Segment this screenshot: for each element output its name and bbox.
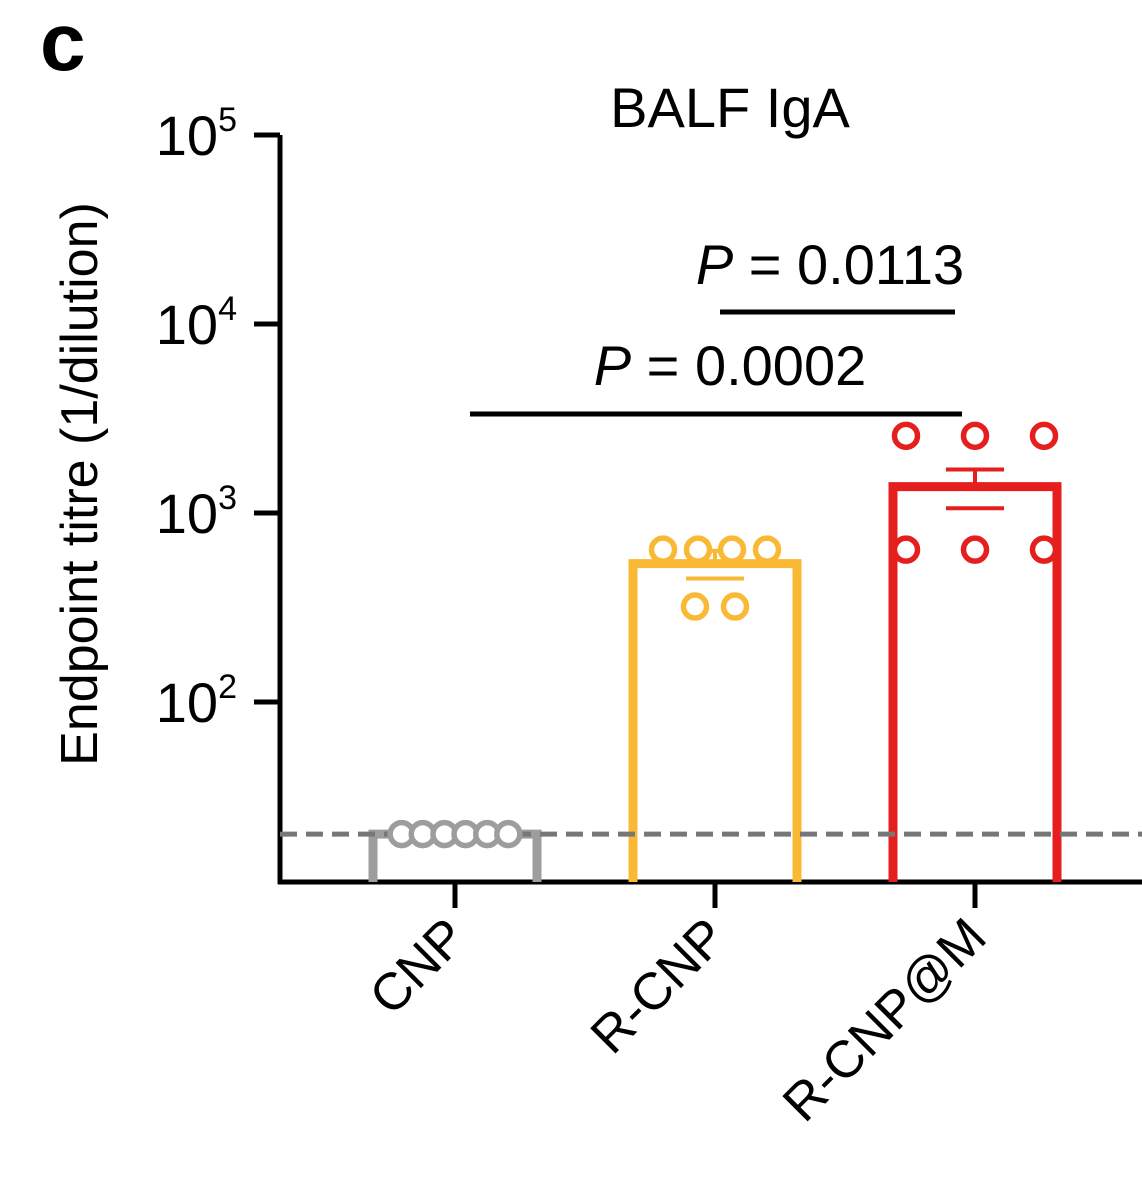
y-axis-label: Endpoint titre (1/dilution): [51, 202, 109, 766]
data-point: [960, 421, 990, 451]
bar-r-cnp-m: [888, 482, 1062, 882]
data-point: [648, 535, 678, 564]
plot-area: 102 103 104 105 CNP R-CNP R-CNP@M P = 0.0002 P =…: [156, 101, 1142, 1133]
data-point: [891, 421, 921, 451]
bar-r-cnp: [628, 559, 802, 882]
data-point: [1029, 535, 1059, 564]
y-tick-label: 104: [156, 290, 237, 356]
x-tick-label: R-CNP@M: [772, 907, 997, 1132]
data-point: [752, 535, 782, 564]
data-point: [891, 535, 921, 564]
x-tick-label: R-CNP: [580, 907, 737, 1064]
y-tick-label: 102: [156, 668, 237, 734]
x-tick-label: CNP: [359, 907, 478, 1026]
data-point: [494, 819, 523, 849]
significance-label: P = 0.0002: [594, 334, 866, 397]
data-point: [1029, 421, 1059, 451]
data-point: [960, 535, 990, 564]
data-point: [680, 592, 710, 621]
data-point: [717, 535, 747, 564]
data-point: [720, 592, 750, 621]
significance-label: P = 0.0113: [696, 233, 964, 296]
y-tick-label: 103: [156, 479, 237, 545]
y-tick-label: 105: [156, 101, 237, 167]
data-point: [683, 535, 713, 564]
panel-label: c: [40, 0, 86, 88]
chart-title: BALF IgA: [610, 76, 850, 139]
